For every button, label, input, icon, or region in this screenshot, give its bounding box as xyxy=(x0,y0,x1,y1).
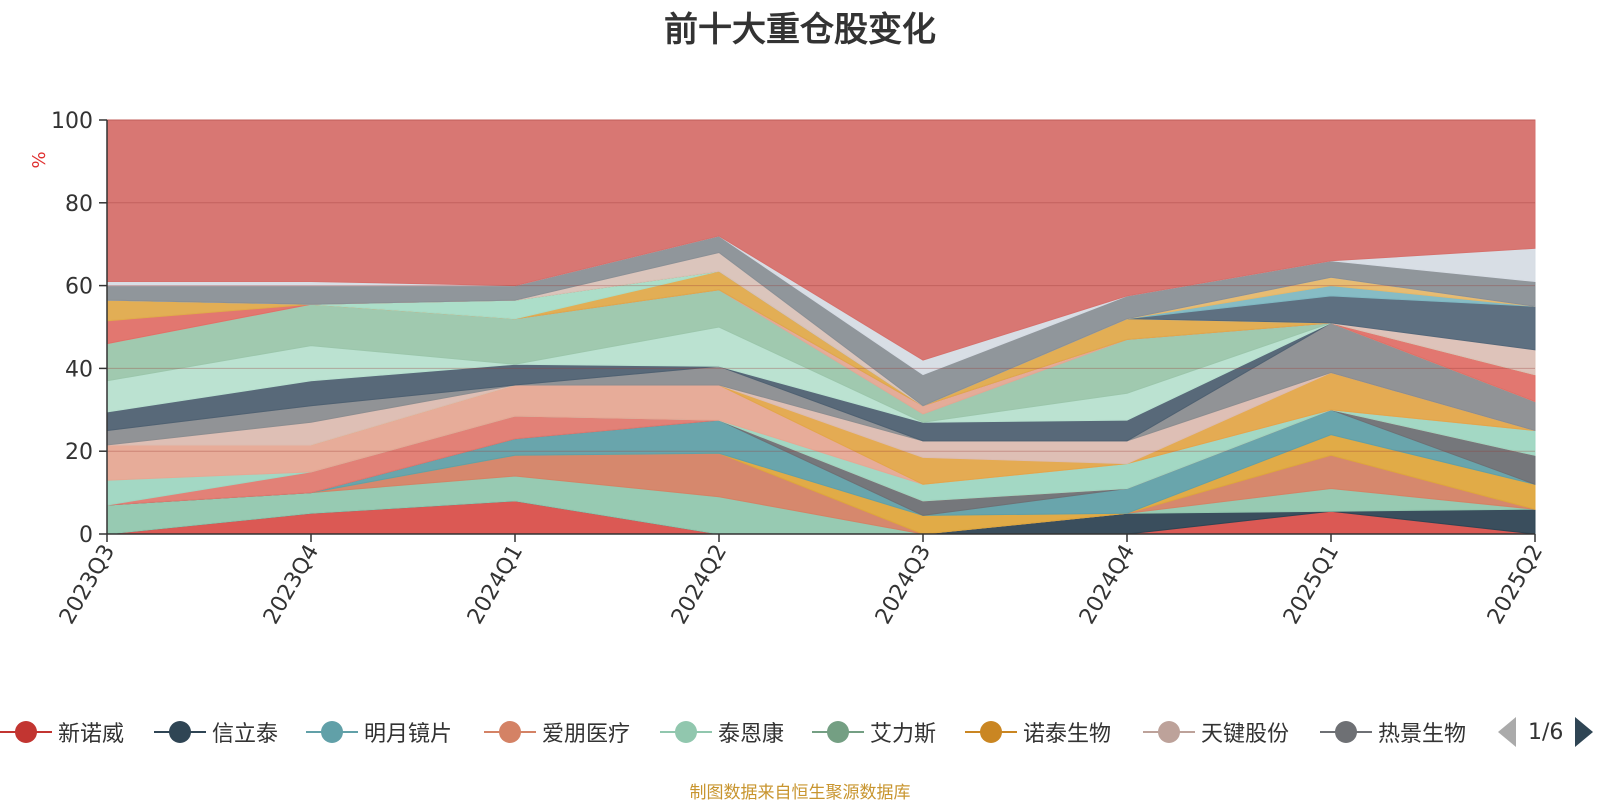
legend-label: 天键股份 xyxy=(1201,722,1290,747)
legend-item[interactable]: 天键股份 xyxy=(1143,712,1289,752)
legend-label: 热景生物 xyxy=(1378,722,1467,747)
y-tick-label: 80 xyxy=(65,192,93,217)
legend-pager: 1/6 xyxy=(1498,712,1594,752)
legend-label: 泰恩康 xyxy=(718,722,785,747)
stacked-area-chart: 0 20 40 60 80 100 2023Q3 2023Q4 2024Q1 2024Q2 2024… xyxy=(29,109,1548,629)
x-tick-label: 2023Q3 xyxy=(55,541,120,629)
y-tick-label: 60 xyxy=(65,275,93,300)
legend-item[interactable]: 爱朋医疗 xyxy=(484,712,630,752)
legend-item[interactable]: 热景生物 xyxy=(1320,712,1466,752)
x-tick-label: 2024Q2 xyxy=(667,541,732,629)
legend-swatch xyxy=(484,712,536,752)
x-tick-label: 2024Q4 xyxy=(1075,541,1140,629)
legend-item[interactable]: 诺泰生物 xyxy=(965,712,1111,752)
y-tick-label: 100 xyxy=(51,109,93,134)
y-tick-label: 0 xyxy=(79,523,93,548)
legend-label: 明月镜片 xyxy=(364,722,453,747)
chart-title: 前十大重仓股变化 xyxy=(664,10,936,50)
legend-prev-icon[interactable] xyxy=(1498,717,1516,747)
legend-item[interactable]: 信立泰 xyxy=(154,712,278,752)
area-band-28 xyxy=(106,119,1536,361)
legend-swatch xyxy=(306,712,358,752)
x-tick-label: 2023Q4 xyxy=(259,541,324,629)
legend-swatch xyxy=(0,712,52,752)
legend-swatch xyxy=(154,712,206,752)
legend-swatch xyxy=(1143,712,1195,752)
legend-swatch xyxy=(1320,712,1372,752)
legend-swatch xyxy=(965,712,1017,752)
x-tick-label: 2024Q1 xyxy=(463,541,528,629)
area-bands xyxy=(106,119,1536,535)
legend-label: 爱朋医疗 xyxy=(542,722,631,747)
legend: 新诺威 信立泰 明月镜片 爱朋医疗 泰恩康 艾力斯 诺泰生物 天键股份 热景生物 xyxy=(0,712,1600,752)
legend-next-icon[interactable] xyxy=(1575,717,1594,747)
legend-label: 艾力斯 xyxy=(870,722,937,747)
source-note: 制图数据来自恒生聚源数据库 xyxy=(689,783,911,803)
legend-item[interactable]: 艾力斯 xyxy=(812,712,936,752)
legend-page-indicator: 1/6 xyxy=(1528,719,1564,745)
y-tick-label: 40 xyxy=(65,357,93,382)
x-tick-label: 2024Q3 xyxy=(871,541,936,629)
grid-lines xyxy=(107,119,1535,452)
y-tick-label: 20 xyxy=(65,440,93,465)
legend-item[interactable]: 明月镜片 xyxy=(306,712,452,752)
legend-swatch xyxy=(812,712,864,752)
legend-item[interactable]: 泰恩康 xyxy=(660,712,784,752)
x-tick-label: 2025Q2 xyxy=(1483,541,1548,629)
legend-label: 信立泰 xyxy=(212,722,279,747)
y-axis-label: % xyxy=(29,151,50,168)
legend-label: 新诺威 xyxy=(58,722,125,747)
x-tick-label: 2025Q1 xyxy=(1279,541,1344,629)
legend-item[interactable]: 新诺威 xyxy=(0,712,124,752)
legend-swatch xyxy=(660,712,712,752)
legend-label: 诺泰生物 xyxy=(1023,722,1112,747)
